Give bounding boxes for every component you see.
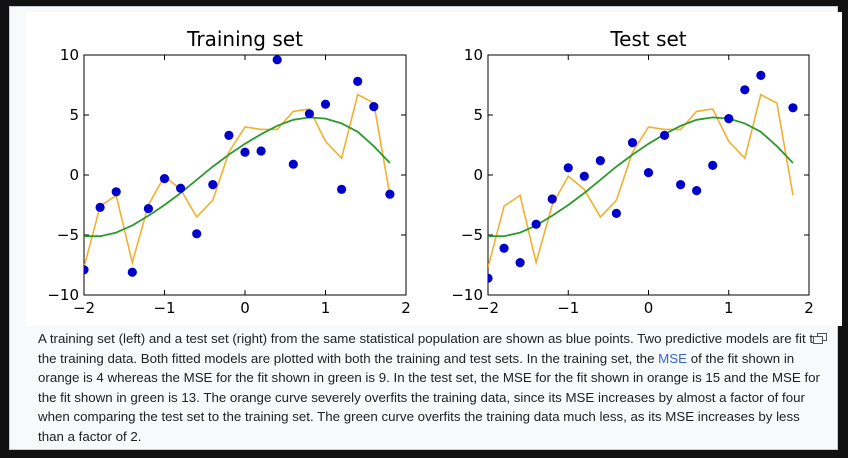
training-data-point (272, 55, 282, 65)
training-chart-title: Training set (186, 27, 303, 51)
test-data-point (531, 219, 541, 229)
training-data-point (95, 202, 105, 212)
figure-image[interactable]: Training set −2 −1 0 1 2 10 5 0 −5 −10 Test set −2 −1… (26, 12, 842, 326)
test-ytick-label: 10 (464, 46, 483, 64)
test-data-point (788, 103, 798, 113)
training-xtick-label: 0 (240, 299, 250, 317)
training-ytick-label: −5 (57, 226, 79, 244)
test-xtick-label: 0 (644, 299, 654, 317)
training-data-point (385, 189, 395, 199)
training-data-point (176, 183, 186, 193)
test-data-point (611, 208, 622, 218)
test-orange-fit-line (488, 93, 794, 268)
training-orange-fit-line (84, 93, 391, 268)
training-data-point (337, 184, 347, 194)
test-data-point (515, 258, 525, 268)
test-plot-area (488, 70, 798, 283)
training-ytick-label: 10 (60, 46, 79, 64)
training-data-point (127, 267, 137, 277)
test-xtick-label: −1 (557, 299, 579, 317)
test-xtick-label: −2 (477, 299, 499, 317)
test-data-point (579, 171, 589, 181)
training-data-point (143, 204, 153, 214)
test-data-point (659, 130, 670, 140)
training-data-point (288, 159, 298, 169)
training-data-point (256, 146, 266, 156)
training-data-point (159, 174, 170, 184)
test-data-point (740, 85, 750, 95)
test-ytick-label: 0 (473, 166, 483, 184)
test-data-point (643, 168, 654, 178)
training-axes-frame (83, 54, 407, 296)
test-data-point (488, 273, 493, 283)
training-xtick-label: 1 (321, 299, 331, 317)
figure-frame: Training set −2 −1 0 1 2 10 5 0 −5 −10 Test set −2 −1… (9, 6, 842, 450)
training-ytick-label: −10 (47, 286, 79, 304)
test-xtick-label: 2 (804, 299, 814, 317)
test-data-point (627, 138, 638, 148)
mse-link[interactable]: MSE (658, 350, 687, 366)
training-data-point (111, 187, 121, 197)
test-ytick-label: −10 (451, 286, 483, 304)
test-ytick-label: 5 (473, 106, 483, 124)
test-data-point (708, 160, 718, 170)
training-data-point (240, 147, 250, 157)
test-data-point (563, 163, 573, 173)
test-data-point (547, 194, 557, 204)
training-data-point (84, 265, 89, 275)
training-data-point (369, 102, 379, 112)
training-data-point (208, 180, 218, 190)
training-green-fit-line (84, 116, 391, 238)
test-data-point (692, 186, 702, 196)
training-data-point (192, 229, 202, 239)
training-data-point (304, 109, 314, 119)
test-data-point (499, 243, 509, 253)
training-data-point (224, 130, 234, 140)
caption-text-1: A training set (left) and a test set (ri… (38, 331, 821, 366)
training-ytick-label: 0 (69, 166, 79, 184)
test-xtick-label: 1 (724, 299, 734, 317)
test-data-point (724, 114, 734, 124)
test-ytick-label: −5 (461, 226, 483, 244)
caption-text-2: of the fit shown in orange is 4 whereas … (38, 350, 820, 444)
test-data-point (756, 70, 766, 80)
enlarge-icon[interactable] (813, 333, 827, 344)
training-plot-area (84, 55, 395, 277)
test-data-point (595, 156, 605, 166)
training-xtick-label: −1 (153, 299, 175, 317)
test-data-point (676, 180, 686, 190)
test-chart-title: Test set (609, 27, 686, 51)
training-xtick-label: −2 (73, 299, 95, 317)
training-data-point (353, 76, 363, 86)
training-ytick-label: 5 (69, 106, 79, 124)
figure-caption: A training set (left) and a test set (ri… (38, 329, 828, 447)
training-data-point (320, 99, 331, 109)
training-xtick-label: 2 (401, 299, 411, 317)
